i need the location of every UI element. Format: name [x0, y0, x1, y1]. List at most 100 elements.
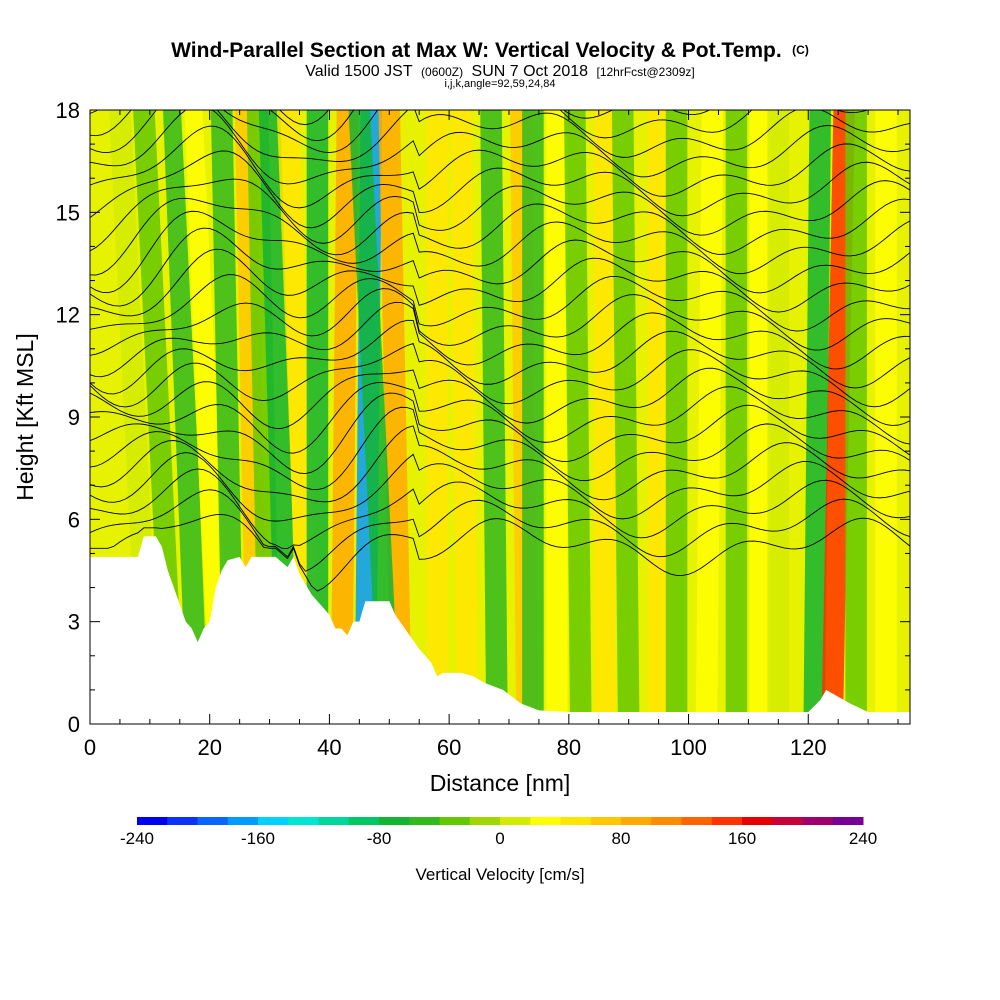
- x-tick-label: 20: [197, 735, 221, 760]
- colorbar-tick-label: -160: [241, 829, 275, 848]
- theta-contour: [90, 301, 910, 378]
- colorbar-segment: [227, 817, 259, 825]
- colorbar-segment: [379, 817, 410, 825]
- subtitle-utc: (0600Z): [421, 65, 463, 79]
- colorbar-segment: [772, 817, 803, 825]
- colorbar-segment: [500, 817, 531, 825]
- velocity-band: [695, 110, 724, 724]
- chart-subtitle: Valid 1500 JST (0600Z) SUN 7 Oct 2018 [1…: [305, 63, 694, 80]
- theta-contour: [90, 382, 910, 454]
- colorbar-segment: [348, 817, 380, 825]
- colorbar-title: Vertical Velocity [cm/s]: [415, 865, 584, 884]
- colorbar-segment: [832, 817, 864, 825]
- velocity-band: [803, 110, 831, 724]
- x-tick-label: 100: [670, 735, 707, 760]
- x-tick-label: 60: [437, 735, 461, 760]
- velocity-band: [163, 110, 209, 724]
- theta-contour: [90, 227, 910, 307]
- theta-contour: [90, 392, 910, 475]
- colorbar-segment: [137, 817, 168, 825]
- theta-contour: [90, 468, 910, 550]
- theta-contours: [90, 110, 910, 592]
- colorbar-segment: [590, 817, 622, 825]
- y-tick-label: 0: [68, 712, 80, 737]
- theta-contour: [90, 110, 870, 154]
- colorbar-tick-label: 80: [612, 829, 631, 848]
- velocity-band: [522, 110, 544, 724]
- x-axis: 0 20 40 60 80 100 120: [84, 110, 899, 760]
- colorbar-segment: [651, 817, 682, 825]
- velocity-band: [725, 110, 748, 724]
- colorbar-segment: [469, 817, 501, 825]
- x-tick-label: 0: [84, 735, 96, 760]
- y-axis: 0 3 6 9 12 15 18: [56, 98, 910, 737]
- theta-contour: [90, 110, 910, 162]
- velocity-band: [133, 110, 185, 724]
- y-axis-label: Height [Kft MSL]: [12, 333, 38, 500]
- colorbar-segment: [318, 817, 350, 825]
- velocity-band: [845, 110, 867, 724]
- chart-title-text: Wind-Parallel Section at Max W: Vertical…: [171, 39, 782, 62]
- theta-contour: [90, 367, 910, 429]
- theta-contour: [90, 197, 910, 276]
- colorbar: -240 -160 -80 0 80 160 240: [120, 817, 877, 848]
- velocity-band: [611, 110, 640, 724]
- colorbar-segment: [439, 817, 471, 825]
- theta-contour: [90, 489, 910, 572]
- y-tick-label: 15: [56, 200, 80, 225]
- colorbar-segment: [197, 817, 229, 825]
- colorbar-segment: [560, 817, 592, 825]
- colorbar-segment: [288, 817, 319, 825]
- velocity-band: [426, 110, 448, 724]
- terrain-mask: [90, 536, 910, 724]
- subtitle-date: SUN 7 Oct 2018: [472, 63, 589, 80]
- colorbar-tick-label: -80: [367, 829, 392, 848]
- velocity-band: [378, 110, 413, 724]
- plot-area: [89, 109, 911, 725]
- theta-contour: [90, 342, 910, 408]
- velocity-band: [480, 110, 508, 724]
- velocity-band: [450, 110, 478, 724]
- chart-title: Wind-Parallel Section at Max W: Vertical…: [171, 39, 809, 62]
- colorbar-segment: [167, 817, 198, 825]
- colorbar-segment: [530, 817, 561, 825]
- colorbar-segment: [258, 817, 289, 825]
- x-tick-label: 40: [317, 735, 341, 760]
- velocity-band: [767, 110, 790, 724]
- theta-contour: [90, 150, 910, 229]
- theta-contour: [90, 125, 910, 209]
- theta-contour: [90, 248, 910, 317]
- velocity-band: [180, 110, 233, 724]
- colorbar-tick-label: -240: [120, 829, 154, 848]
- chart-subtitle2: i,j,k,angle=92,59,24,84: [444, 78, 555, 90]
- velocity-band: [564, 110, 592, 724]
- theta-contour: [90, 274, 910, 332]
- subtitle-prefix: Valid 1500 JST: [305, 63, 413, 80]
- velocity-band: [306, 110, 329, 724]
- theta-contour: [90, 406, 910, 490]
- velocity-band: [875, 110, 897, 724]
- y-tick-label: 3: [68, 610, 80, 635]
- theta-contour: [90, 210, 910, 294]
- colorbar-tick-label: 0: [495, 829, 504, 848]
- theta-contour: [90, 178, 910, 252]
- y-tick-label: 9: [68, 405, 80, 430]
- colorbar-tick-label: 240: [849, 829, 877, 848]
- velocity-band: [647, 110, 670, 724]
- colorbar-segment: [621, 817, 652, 825]
- theta-contour: [90, 452, 910, 522]
- y-tick-label: 12: [56, 303, 80, 328]
- theta-contour: [90, 288, 910, 356]
- velocity-band: [665, 110, 688, 724]
- colorbar-tick-label: 160: [728, 829, 756, 848]
- colorbar-segment: [681, 817, 713, 825]
- y-tick-label: 18: [56, 98, 80, 123]
- subtitle-forecast: [12hrFcst@2309z]: [596, 65, 694, 79]
- theta-contour: [90, 513, 910, 592]
- velocity-band: [546, 110, 568, 724]
- x-tick-label: 120: [790, 735, 827, 760]
- velocity-band: [348, 110, 401, 724]
- x-axis-label: Distance [nm]: [430, 770, 571, 796]
- colorbar-segment: [742, 817, 773, 825]
